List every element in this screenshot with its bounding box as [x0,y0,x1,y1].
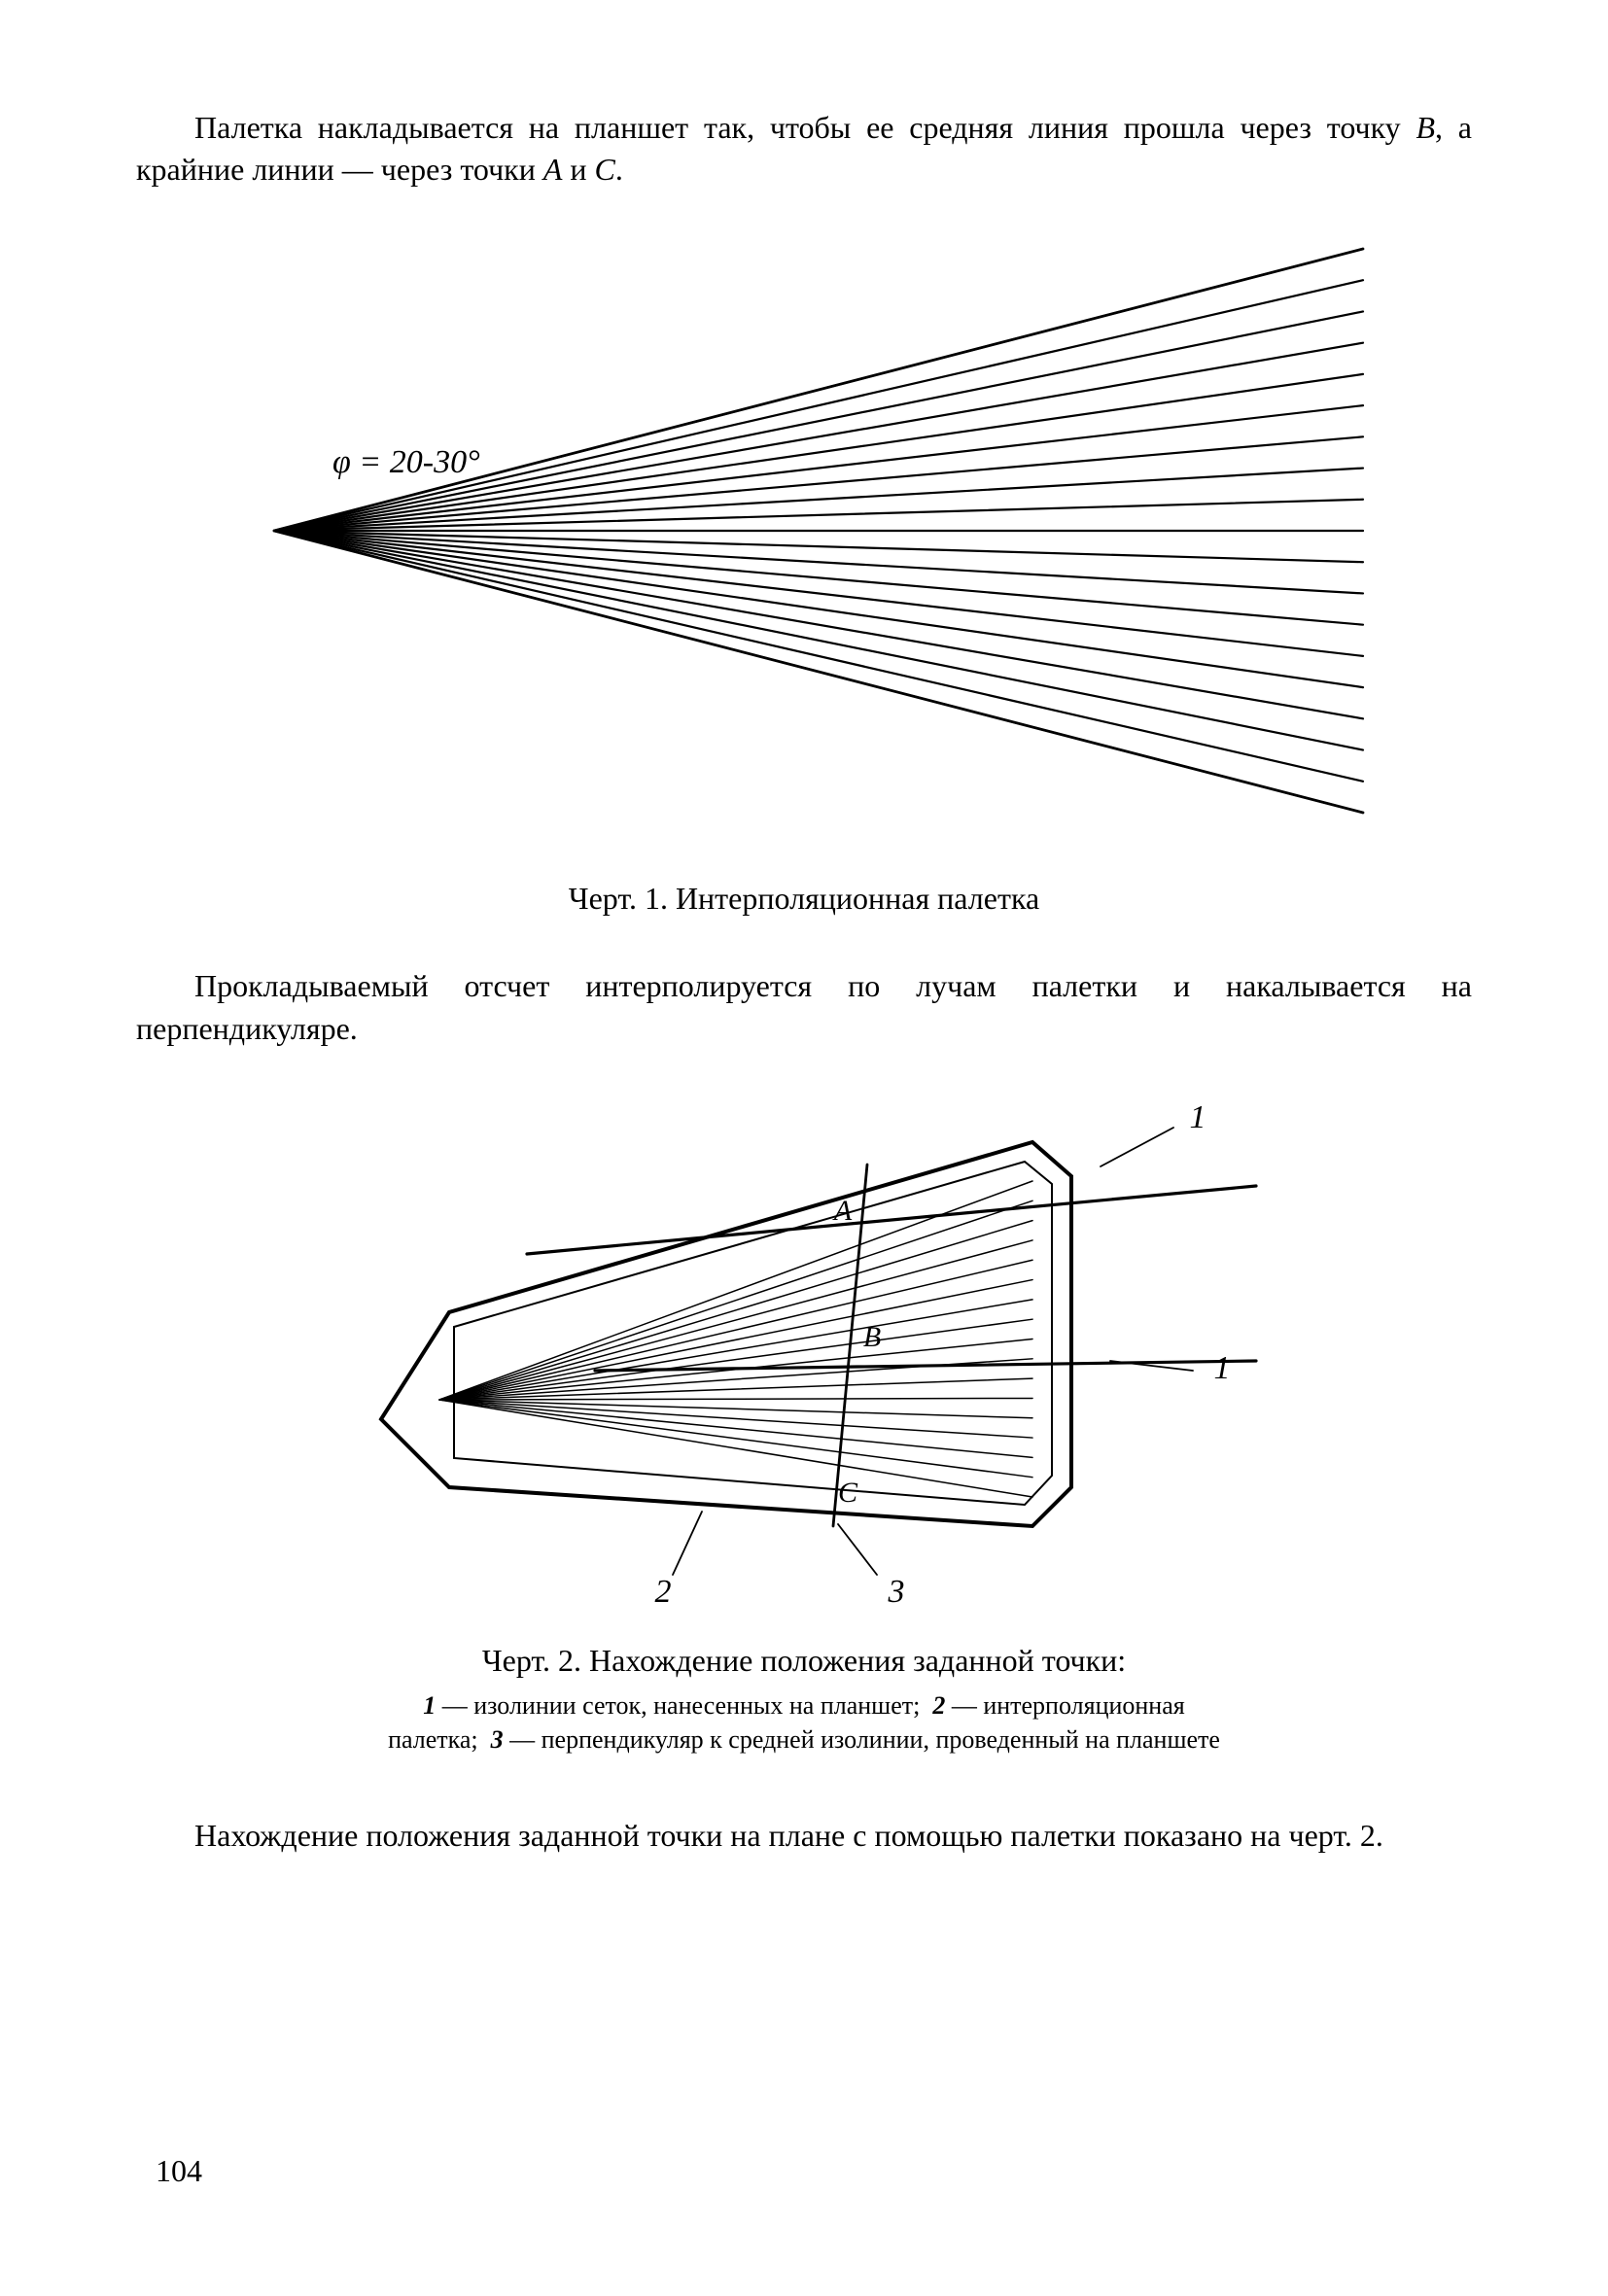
figure-2-caption: Черт. 2. Нахождение положения заданной т… [136,1643,1472,1679]
svg-text:C: C [838,1477,858,1509]
svg-text:A: A [832,1195,853,1227]
svg-text:B: B [863,1321,881,1353]
intro-text-1: Палетка накладывается на планшет так, чт… [194,110,1416,145]
intro-A: A [543,152,563,187]
figure-2: 1 1 2 3 A B C [294,1069,1314,1614]
intro-and: и [562,152,594,187]
intro-C: C [595,152,615,187]
figure-1: φ = 20-30° [138,210,1470,852]
svg-text:1: 1 [1214,1350,1231,1386]
intro-B: B [1416,110,1435,145]
page: Палетка накладывается на планшет так, чт… [0,0,1608,2296]
mid-paragraph: Прокладываемый отсчет интерполируется по… [136,965,1472,1049]
figure-1-caption: Черт. 1. Интерполяционная палетка [136,881,1472,917]
page-number: 104 [156,2153,202,2189]
figure-2-legend: 1 — изолинии сеток, нанесенных на планше… [367,1688,1241,1757]
intro-period: . [615,152,623,187]
mid-paragraph-text: Прокладываемый отсчет интерполируется по… [136,968,1472,1045]
intro-paragraph: Палетка накладывается на планшет так, чт… [136,107,1472,191]
final-paragraph: Нахождение положения заданной точки на п… [136,1815,1472,1857]
svg-text:3: 3 [888,1574,905,1610]
svg-text:φ = 20-30°: φ = 20-30° [332,444,480,480]
svg-text:1: 1 [1190,1099,1206,1135]
final-paragraph-text: Нахождение положения заданной точки на п… [194,1818,1383,1853]
svg-text:2: 2 [655,1574,672,1610]
